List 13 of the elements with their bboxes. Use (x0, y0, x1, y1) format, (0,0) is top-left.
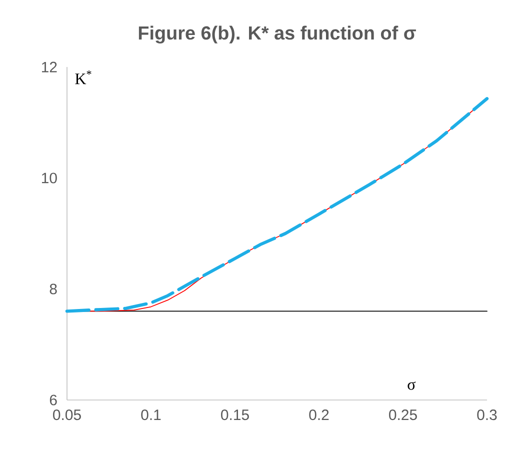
x-tick-label: 0.15 (221, 410, 249, 420)
x-tick-label: 0.1 (141, 410, 161, 420)
y-tick-label: 8 (50, 284, 57, 294)
x-tick-label: 0.25 (389, 410, 417, 420)
y-tick-label: 6 (50, 394, 57, 406)
y-axis-title: K$^{*}$ (75, 70, 92, 84)
x-tick-label: 0.2 (309, 410, 329, 420)
x-axis-title: σ (408, 382, 416, 390)
y-tick-label: 12 (42, 62, 57, 72)
y-tick-label: 10 (42, 172, 57, 184)
x-tick-label: 0.3 (477, 410, 497, 420)
chart-title: Figure 6(b). K* as function of σ (138, 26, 416, 44)
x-tick-label: 0.05 (53, 410, 81, 420)
